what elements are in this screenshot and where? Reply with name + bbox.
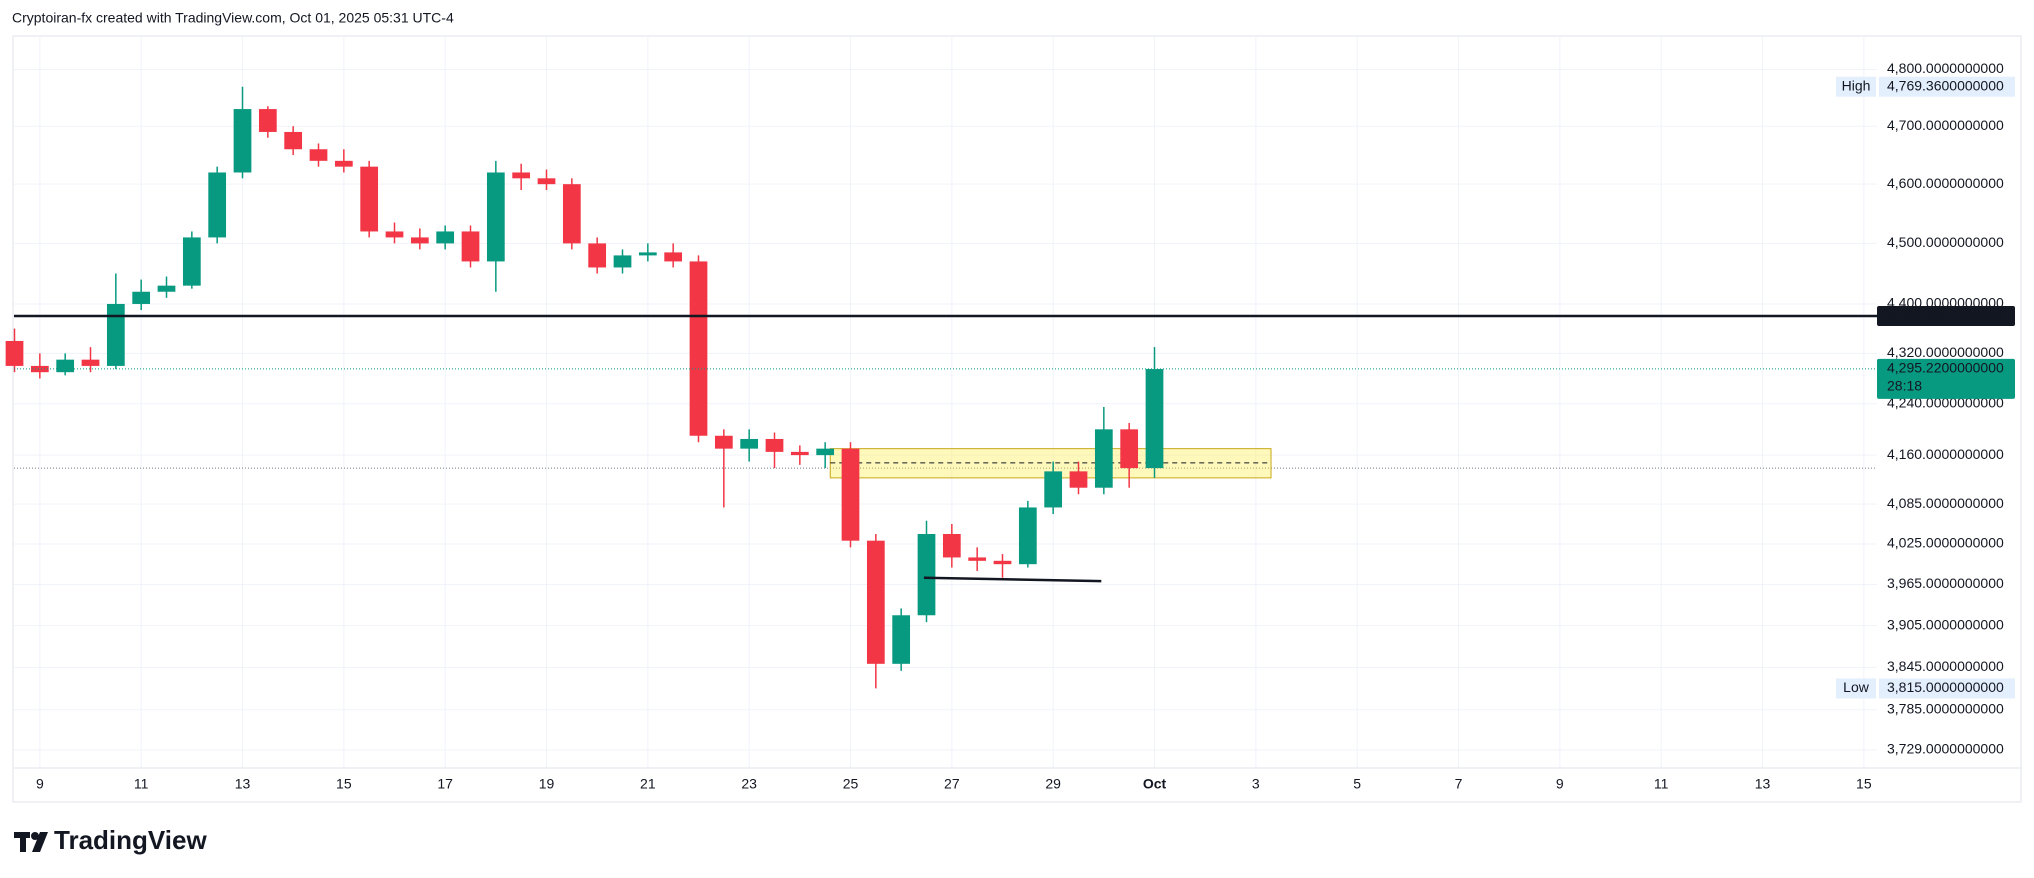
marker-name-box xyxy=(1836,76,1876,97)
candle-body xyxy=(258,109,277,132)
candle-body xyxy=(157,285,176,292)
y-tick-label: 4,700.0000000000 xyxy=(1887,117,2004,133)
candle-body xyxy=(132,291,151,304)
candle-body xyxy=(562,184,581,244)
candle-body xyxy=(1094,429,1113,488)
chart-frame xyxy=(12,35,2022,803)
x-tick-label: 9 xyxy=(1556,776,1564,792)
x-tick-label: 25 xyxy=(843,776,859,792)
support-line xyxy=(923,576,1102,583)
last-price-label: 4,295.2200000000 xyxy=(1887,360,2004,376)
x-tick-label: 21 xyxy=(640,776,656,792)
marker-name: Low xyxy=(1843,679,1870,695)
candle-body xyxy=(537,178,556,185)
x-tick-label: 5 xyxy=(1353,776,1361,792)
x-tick-label: Oct xyxy=(1143,776,1167,792)
candle-body xyxy=(385,231,404,238)
candle-body xyxy=(816,448,835,456)
candle-body xyxy=(942,533,961,558)
candle-body xyxy=(5,340,24,366)
candle-body xyxy=(208,172,227,238)
y-tick-label: 3,905.0000000000 xyxy=(1887,616,2004,632)
x-tick-label: 11 xyxy=(1654,776,1669,792)
x-tick-label: 27 xyxy=(944,776,960,792)
candle-body xyxy=(689,261,708,436)
candle-body xyxy=(588,243,607,268)
x-tick-label: 11 xyxy=(134,776,149,792)
candle-body xyxy=(841,448,860,541)
candle-body xyxy=(334,160,353,167)
candle-body xyxy=(56,359,75,373)
x-tick-label: 29 xyxy=(1045,776,1061,792)
marker-value: 4,769.3600000000 xyxy=(1887,77,2004,93)
candle-body xyxy=(284,131,303,150)
logo-icon xyxy=(14,832,48,852)
logo-text: TradingView xyxy=(54,825,207,855)
candle-body xyxy=(1018,507,1037,565)
candle-body xyxy=(182,237,201,286)
candle-body xyxy=(81,359,100,366)
candle-body xyxy=(866,540,885,664)
y-tick-label: 4,600.0000000000 xyxy=(1887,175,2004,191)
header: Cryptoiran-fx created with TradingView.c… xyxy=(12,10,454,26)
y-tick-label: 4,800.0000000000 xyxy=(1887,60,2004,76)
candle-body xyxy=(714,435,733,449)
candle-body xyxy=(638,252,657,256)
candle-body xyxy=(436,231,455,244)
candle-body xyxy=(993,560,1012,565)
y-tick-label: 3,965.0000000000 xyxy=(1887,575,2004,591)
candle-body xyxy=(968,557,987,561)
candle-body xyxy=(917,533,936,616)
resistance-badge xyxy=(1877,306,2015,327)
x-tick-label: 7 xyxy=(1455,776,1463,792)
x-tick-label: 19 xyxy=(539,776,555,792)
candle-body xyxy=(233,109,252,173)
x-tick-label: 17 xyxy=(437,776,453,792)
candle-body xyxy=(486,172,505,262)
candle-body xyxy=(30,365,49,373)
marker-name-box xyxy=(1836,678,1876,699)
candle-body xyxy=(1120,429,1139,469)
candle-body xyxy=(664,252,683,262)
marker-value: 3,815.0000000000 xyxy=(1887,679,2004,695)
candle-body xyxy=(790,451,809,456)
candle-body xyxy=(461,231,480,262)
y-tick-label: 4,160.0000000000 xyxy=(1887,446,2004,462)
marker-name: High xyxy=(1842,77,1871,93)
last-price-badge xyxy=(1877,358,2015,399)
candle-body xyxy=(740,438,759,449)
countdown: 28:18 xyxy=(1887,378,1922,394)
candle-body xyxy=(309,149,328,161)
candle-body xyxy=(512,172,531,179)
candle-body xyxy=(410,237,429,244)
resistance-label: 4,380.3020796084 xyxy=(1887,307,2004,323)
y-tick-label: 4,500.0000000000 xyxy=(1887,234,2004,250)
candle-body xyxy=(106,303,125,366)
x-tick-label: 23 xyxy=(741,776,757,792)
y-tick-label: 3,845.0000000000 xyxy=(1887,658,2004,674)
y-tick-label: 3,729.0000000000 xyxy=(1887,741,2004,757)
y-tick-label: 4,025.0000000000 xyxy=(1887,535,2004,551)
candle-body xyxy=(1145,369,1164,469)
y-tick-label: 4,085.0000000000 xyxy=(1887,495,2004,511)
x-tick-label: 3 xyxy=(1252,776,1260,792)
candle-body xyxy=(613,255,632,268)
x-tick-label: 13 xyxy=(1755,776,1771,792)
x-tick-label: 15 xyxy=(1856,776,1872,792)
candle-body xyxy=(765,438,784,452)
x-tick-label: 15 xyxy=(336,776,352,792)
y-tick-label: 4,320.0000000000 xyxy=(1887,344,2004,360)
y-tick-label: 3,785.0000000000 xyxy=(1887,700,2004,716)
candle-body xyxy=(892,615,911,664)
candle-body xyxy=(360,166,379,232)
x-tick-label: 13 xyxy=(235,776,251,792)
candle-body xyxy=(1044,471,1063,508)
x-tick-label: 9 xyxy=(36,776,44,792)
marker-value-box xyxy=(1879,678,2015,699)
candle-body xyxy=(1069,471,1088,488)
marker-value-box xyxy=(1879,76,2015,97)
